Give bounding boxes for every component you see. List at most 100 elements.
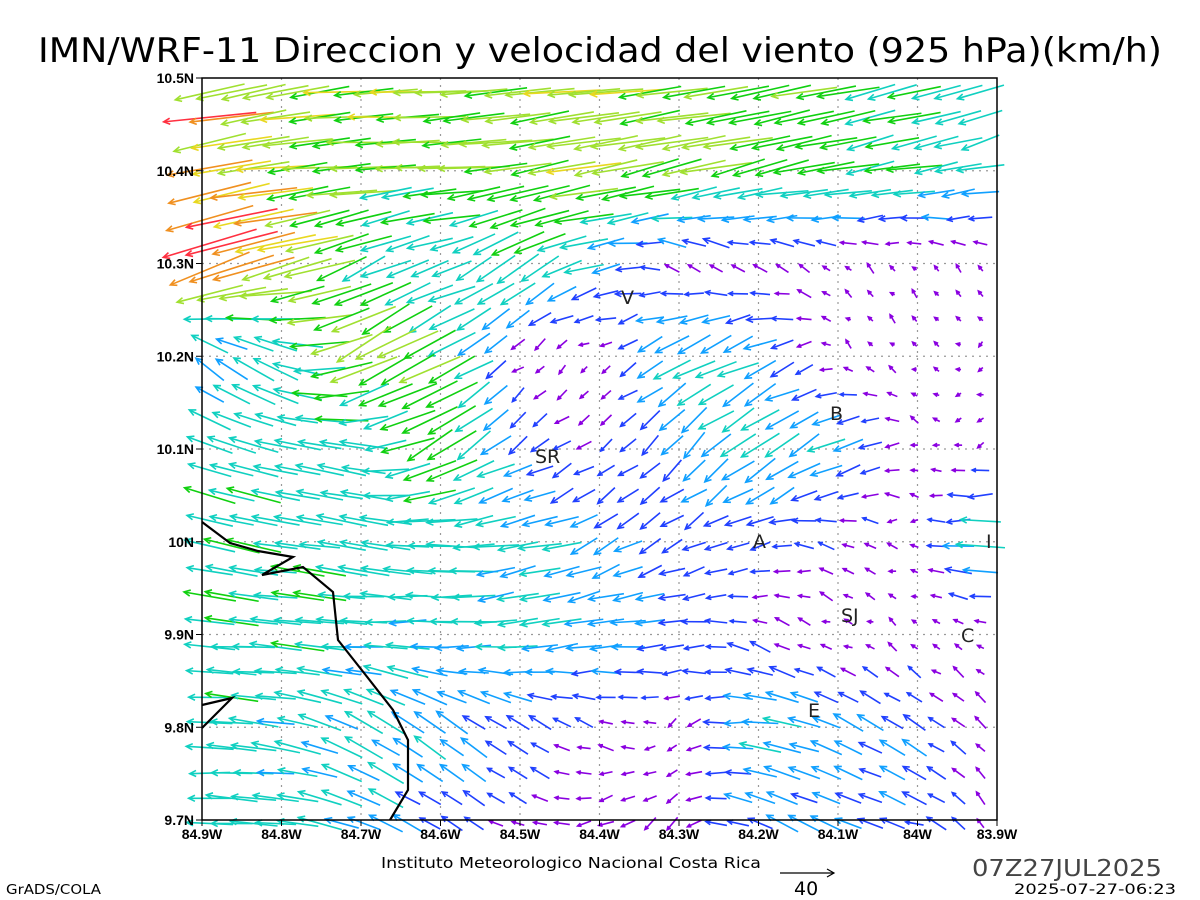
wind-vector-shaft bbox=[881, 716, 904, 730]
wind-vector-arrowhead-icon bbox=[841, 542, 848, 548]
wind-vector bbox=[659, 514, 685, 528]
wind-vector-arrowhead-icon bbox=[556, 395, 562, 401]
wind-vector bbox=[164, 204, 254, 233]
wind-vector bbox=[187, 409, 231, 431]
wind-vector bbox=[927, 567, 945, 574]
wind-vector-arrowhead-icon bbox=[411, 688, 421, 696]
wind-vector-arrowhead-icon bbox=[704, 669, 712, 676]
wind-vector-arrowhead-icon bbox=[813, 494, 822, 501]
wind-vector-arrowhead-icon bbox=[186, 462, 196, 470]
wind-vector-arrowhead-icon bbox=[910, 643, 916, 649]
wind-vector bbox=[930, 669, 942, 675]
wind-vector bbox=[655, 315, 688, 325]
wind-vector-arrowhead-icon bbox=[844, 316, 851, 322]
wind-vector-arrowhead-icon bbox=[665, 825, 672, 832]
wind-vector bbox=[471, 543, 520, 551]
wind-vector-arrowhead-icon bbox=[354, 140, 364, 149]
wind-vector bbox=[270, 589, 325, 602]
wind-vector bbox=[754, 159, 809, 178]
wind-vector-shaft bbox=[838, 691, 859, 703]
wind-vector-shaft bbox=[773, 544, 792, 548]
wind-vector-arrowhead-icon bbox=[954, 540, 964, 549]
wind-vector bbox=[592, 290, 619, 299]
wind-vector-arrowhead-icon bbox=[235, 165, 244, 174]
wind-vector bbox=[694, 360, 737, 379]
wind-vector-shaft bbox=[500, 565, 536, 578]
wind-vector-arrowhead-icon bbox=[502, 668, 511, 677]
wind-vector-arrowhead-icon bbox=[542, 595, 552, 603]
wind-vector bbox=[553, 415, 570, 425]
wind-vector-arrowhead-icon bbox=[449, 617, 459, 626]
wind-vector bbox=[763, 765, 801, 781]
wind-vector bbox=[657, 567, 686, 577]
wind-vector-arrowhead-icon bbox=[238, 292, 248, 300]
wind-vector-arrowhead-icon bbox=[295, 514, 305, 522]
wind-vector bbox=[274, 666, 320, 676]
wind-vector bbox=[453, 282, 494, 305]
wind-vector bbox=[700, 433, 732, 458]
wind-vector bbox=[502, 464, 533, 478]
wind-vector-shaft bbox=[231, 744, 277, 752]
wind-vector-arrowhead-icon bbox=[338, 399, 348, 407]
wind-vector-arrowhead-icon bbox=[427, 349, 436, 357]
wind-vector-shaft bbox=[481, 691, 512, 704]
station-label: V bbox=[621, 287, 634, 309]
wind-vector-arrowhead-icon bbox=[300, 740, 310, 748]
wind-vector-shaft bbox=[213, 256, 295, 281]
wind-vector-arrowhead-icon bbox=[237, 193, 246, 201]
wind-vector-shaft bbox=[866, 137, 920, 148]
wind-vector-shaft bbox=[188, 463, 232, 478]
wind-vector-shaft bbox=[798, 110, 855, 125]
wind-vector bbox=[511, 387, 525, 404]
wind-vector bbox=[927, 239, 944, 246]
wind-vector-arrowhead-icon bbox=[945, 518, 953, 525]
wind-vector-shaft bbox=[636, 136, 709, 149]
wind-vector bbox=[411, 666, 448, 677]
wind-vector-arrowhead-icon bbox=[728, 618, 735, 624]
wind-vector-shaft bbox=[915, 161, 958, 174]
wind-vector-shaft bbox=[812, 792, 841, 805]
wind-vector bbox=[823, 190, 872, 199]
wind-vector-arrowhead-icon bbox=[943, 566, 953, 574]
wind-vector-arrowhead-icon bbox=[884, 416, 891, 422]
wind-vector-arrowhead-icon bbox=[442, 116, 451, 124]
wind-vector bbox=[639, 409, 661, 431]
wind-vector bbox=[795, 316, 812, 322]
wind-vector-shaft bbox=[615, 292, 642, 295]
wind-vector-shaft bbox=[775, 594, 790, 599]
wind-vector-arrowhead-icon bbox=[384, 494, 394, 503]
wind-vector bbox=[209, 718, 253, 726]
wind-vector-arrowhead-icon bbox=[457, 400, 466, 409]
wind-vector bbox=[768, 665, 796, 679]
wind-vector-shaft bbox=[538, 235, 587, 252]
wind-vector-arrowhead-icon bbox=[425, 474, 435, 482]
wind-vector-shaft bbox=[929, 692, 944, 702]
wind-vector bbox=[856, 713, 884, 732]
wind-vector-arrowhead-icon bbox=[204, 314, 213, 323]
wind-vector-shaft bbox=[664, 695, 680, 700]
wind-vector-shaft bbox=[387, 259, 430, 278]
wind-vector bbox=[742, 691, 777, 701]
wind-vector-shaft bbox=[313, 162, 371, 173]
wind-vector-arrowhead-icon bbox=[836, 494, 844, 500]
wind-vector-arrowhead-icon bbox=[620, 170, 630, 179]
wind-vector-arrowhead-icon bbox=[811, 716, 821, 724]
wind-vector-arrowhead-icon bbox=[749, 568, 756, 575]
wind-vector-arrowhead-icon bbox=[617, 470, 625, 477]
wind-vector-shaft bbox=[294, 366, 346, 373]
wind-vector-shaft bbox=[275, 465, 321, 476]
wind-vector bbox=[809, 740, 843, 756]
wind-vector-shaft bbox=[312, 283, 372, 305]
wind-vector bbox=[573, 315, 594, 324]
wind-vector-shaft bbox=[705, 291, 728, 297]
wind-vector-arrowhead-icon bbox=[183, 537, 192, 546]
wind-vector-arrowhead-icon bbox=[453, 372, 463, 380]
wind-vector-shaft bbox=[220, 288, 288, 300]
wind-vector-arrowhead-icon bbox=[598, 719, 604, 725]
wind-vector-arrowhead-icon bbox=[339, 617, 348, 625]
wind-vector-arrowhead-icon bbox=[700, 449, 710, 458]
wind-vector-arrowhead-icon bbox=[835, 418, 844, 426]
wind-vector-arrowhead-icon bbox=[436, 164, 446, 173]
wind-vector bbox=[294, 462, 345, 477]
wind-vector-arrowhead-icon bbox=[795, 343, 802, 348]
